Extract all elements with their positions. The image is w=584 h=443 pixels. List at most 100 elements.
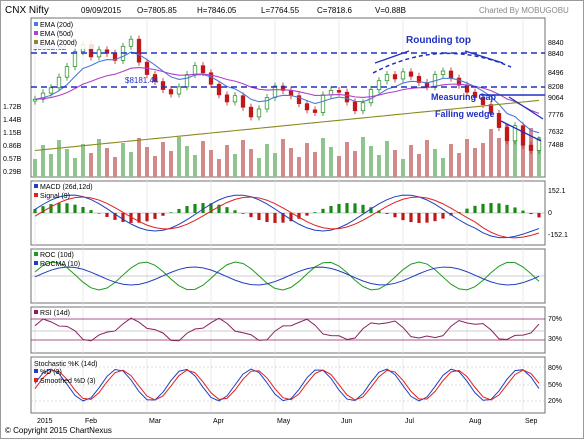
- volume-bar: [425, 140, 429, 177]
- macd-histogram-bar: [217, 204, 221, 213]
- stoch-tick: 50%: [548, 382, 562, 389]
- macd-histogram-bar: [113, 213, 117, 220]
- roc-legend-swatch: [34, 252, 38, 256]
- volume-tick: 1.72B: [3, 104, 22, 111]
- volume-bar: [329, 147, 333, 177]
- volume-bar: [65, 149, 69, 177]
- candle-body: [320, 94, 326, 113]
- volume-bar: [313, 152, 317, 177]
- price-tick: 7488: [548, 142, 564, 149]
- stoch-tick: 20%: [548, 398, 562, 405]
- candle-body: [304, 103, 310, 111]
- macd-histogram-bar: [153, 213, 157, 219]
- volume-bar: [281, 139, 285, 177]
- candle-body: [272, 85, 278, 98]
- volume-bar: [97, 139, 101, 177]
- macd-legend-label: MACD (26d,12d): [40, 184, 93, 191]
- macd-histogram-bar: [193, 204, 197, 213]
- ema200-line: [34, 99, 540, 152]
- volume-bar: [265, 144, 269, 177]
- rsi-panel: [30, 306, 546, 354]
- stoch-d-line: [34, 368, 540, 402]
- candle-body: [312, 109, 318, 113]
- rounding-top-line-right: [464, 50, 504, 64]
- volume-bar: [193, 155, 197, 177]
- macd-histogram-bar: [353, 203, 357, 213]
- candle-body: [296, 95, 302, 105]
- macd-histogram-bar: [33, 209, 37, 213]
- indicator-lines: [33, 51, 541, 402]
- volume-bar: [297, 157, 301, 177]
- macd-histogram-bar: [161, 213, 165, 216]
- x-tick-label: May: [277, 418, 291, 425]
- volume-bar: [257, 158, 261, 177]
- candle-body: [360, 102, 366, 112]
- candle-body: [408, 71, 414, 77]
- macd-histogram-bar: [473, 205, 477, 213]
- macd-histogram-bar: [537, 213, 541, 218]
- symbol-label: CNX Nifty: [5, 5, 49, 16]
- support-level-label: $8181.44: [125, 76, 159, 85]
- macd-legend-swatch: [34, 184, 38, 188]
- rsi-legend-label: RSI (14d): [40, 310, 70, 317]
- macd-histogram-bar: [409, 213, 413, 223]
- candle-body: [456, 77, 462, 86]
- candle-body: [400, 71, 406, 80]
- volume-bar: [321, 138, 325, 177]
- volume-bar: [457, 153, 461, 177]
- price-tick: 7776: [548, 112, 564, 119]
- candle-body: [264, 97, 270, 110]
- volume-bar: [497, 138, 501, 177]
- ema200-legend-swatch: [34, 40, 38, 44]
- macd-histogram-bar: [433, 213, 437, 222]
- ema20-legend-label: EMA (20d): [40, 22, 73, 29]
- candle-body: [536, 139, 542, 151]
- volume-bar: [49, 154, 53, 177]
- volume-bar: [105, 148, 109, 177]
- macd-histogram-bar: [273, 213, 277, 223]
- volume-tick: 1.44B: [3, 117, 22, 124]
- candle-body: [520, 125, 526, 146]
- candle-body: [384, 74, 390, 82]
- macd-histogram-bar: [169, 212, 173, 213]
- macd-histogram-bar: [57, 203, 61, 213]
- stoch-tick: 80%: [548, 365, 562, 372]
- rsi-line: [34, 317, 540, 342]
- rocma-line: [34, 266, 540, 286]
- price-tick: 7632: [548, 129, 564, 136]
- volume-bar: [489, 129, 493, 177]
- signal-legend-label: Signal (9): [40, 193, 70, 200]
- candle-body: [392, 74, 398, 80]
- signal-legend-swatch: [34, 193, 38, 197]
- stoch-sd-legend-swatch: [34, 378, 38, 382]
- volume-bar: [249, 149, 253, 177]
- candle-body: [96, 49, 102, 58]
- macd-histogram-bar: [265, 213, 269, 223]
- rounding-top-line-left: [374, 50, 410, 64]
- x-tick-label: Feb: [85, 418, 97, 425]
- x-tick-label: Sep: [525, 418, 538, 425]
- rocma-legend-label: ROCMA (10): [40, 261, 80, 268]
- volume-bar: [113, 157, 117, 177]
- volume-tick: 0.86B: [3, 143, 22, 150]
- volume-bar: [417, 154, 421, 177]
- x-tick-label: 2015: [37, 418, 53, 425]
- macd-histogram-bar: [497, 203, 501, 213]
- volume-bar: [57, 140, 61, 177]
- rsi-tick: 30%: [548, 336, 562, 343]
- volume-bar: [537, 137, 541, 177]
- macd-histogram-bar: [305, 213, 309, 216]
- volume-bar: [145, 147, 149, 177]
- candle-body: [160, 81, 166, 90]
- ema20-legend-swatch: [34, 22, 38, 26]
- volume-bar: [289, 148, 293, 177]
- ema20-line: [34, 51, 540, 134]
- candle-body: [480, 97, 486, 105]
- volume-bar: [369, 146, 373, 177]
- macd-histogram-bar: [97, 213, 101, 214]
- candle-body: [376, 80, 382, 90]
- volume-bar: [169, 151, 173, 177]
- candle-body: [184, 74, 190, 88]
- volume-bar: [401, 159, 405, 177]
